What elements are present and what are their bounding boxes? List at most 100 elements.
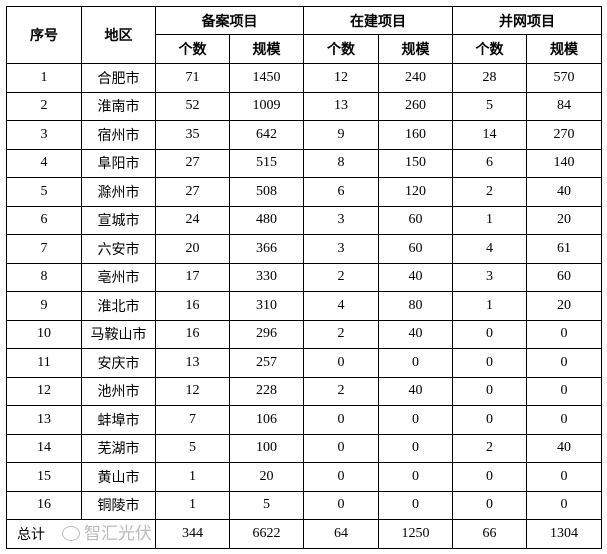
- index-cell: 5: [6, 177, 82, 207]
- index-cell: 11: [6, 348, 82, 378]
- value-cell: 5: [452, 91, 527, 121]
- value-cell: 35: [155, 120, 230, 150]
- value-cell: 480: [229, 205, 304, 235]
- index-cell: 13: [6, 405, 82, 435]
- table-row: 14 芜湖市 5 100 0 0 2 40: [6, 433, 602, 463]
- header-region: 地区: [81, 6, 156, 64]
- value-cell: 508: [229, 177, 304, 207]
- value-cell: 3: [303, 205, 379, 235]
- subheader-count: 个数: [303, 34, 379, 64]
- value-cell: 3: [452, 262, 527, 292]
- index-cell: 7: [6, 234, 82, 264]
- value-cell: 5: [229, 490, 304, 520]
- region-cell: 淮南市: [81, 91, 156, 121]
- value-cell: 5: [155, 433, 230, 463]
- value-cell: 0: [452, 319, 527, 349]
- watermark: 智汇光伏: [62, 524, 152, 544]
- table-row: 15 黄山市 1 20 0 0 0 0: [6, 462, 602, 492]
- value-cell: 13: [303, 91, 379, 121]
- value-cell: 12: [155, 376, 230, 406]
- value-cell: 0: [303, 462, 379, 492]
- value-cell: 24: [155, 205, 230, 235]
- value-cell: 106: [229, 405, 304, 435]
- value-cell: 260: [378, 91, 453, 121]
- index-cell: 10: [6, 319, 82, 349]
- value-cell: 52: [155, 91, 230, 121]
- index-cell: 12: [6, 376, 82, 406]
- value-cell: 4: [452, 234, 527, 264]
- value-cell: 20: [526, 205, 602, 235]
- value-cell: 160: [378, 120, 453, 150]
- value-cell: 60: [378, 234, 453, 264]
- table-row: 6 宣城市 24 480 3 60 1 20: [6, 205, 602, 235]
- table-row: 10 马鞍山市 16 296 2 40 0 0: [6, 319, 602, 349]
- value-cell: 6: [303, 177, 379, 207]
- value-cell: 330: [229, 262, 304, 292]
- table-row: 8 亳州市 17 330 2 40 3 60: [6, 262, 602, 292]
- value-cell: 40: [378, 262, 453, 292]
- value-cell: 0: [303, 405, 379, 435]
- value-cell: 27: [155, 148, 230, 178]
- value-cell: 84: [526, 91, 602, 121]
- subheader-scale: 规模: [378, 34, 453, 64]
- value-cell: 240: [378, 63, 453, 93]
- value-cell: 228: [229, 376, 304, 406]
- value-cell: 0: [526, 348, 602, 378]
- value-cell: 2: [303, 319, 379, 349]
- index-cell: 1: [6, 63, 82, 93]
- value-cell: 16: [155, 291, 230, 321]
- value-cell: 100: [229, 433, 304, 463]
- value-cell: 2: [452, 177, 527, 207]
- value-cell: 120: [378, 177, 453, 207]
- table-row: 12 池州市 12 228 2 40 0 0: [6, 376, 602, 406]
- value-cell: 0: [452, 490, 527, 520]
- value-cell: 20: [155, 234, 230, 264]
- value-cell: 0: [452, 376, 527, 406]
- value-cell: 13: [155, 348, 230, 378]
- value-cell: 80: [378, 291, 453, 321]
- header-under-construction: 在建项目: [303, 6, 453, 35]
- value-cell: 0: [303, 490, 379, 520]
- region-cell: 合肥市: [81, 63, 156, 93]
- table-row: 7 六安市 20 366 3 60 4 61: [6, 234, 602, 264]
- value-cell: 1009: [229, 91, 304, 121]
- value-cell: 270: [526, 120, 602, 150]
- value-cell: 0: [526, 462, 602, 492]
- watermark-text: 智汇光伏: [84, 523, 152, 544]
- header-grid-connected: 并网项目: [452, 6, 602, 35]
- region-cell: 安庆市: [81, 348, 156, 378]
- table-row: 11 安庆市 13 257 0 0 0 0: [6, 348, 602, 378]
- value-cell: 71: [155, 63, 230, 93]
- table-row: 3 宿州市 35 642 9 160 14 270: [6, 120, 602, 150]
- index-cell: 4: [6, 148, 82, 178]
- value-cell: 61: [526, 234, 602, 264]
- solar-projects-table: 序号 地区 备案项目 在建项目 并网项目 个数 规模 个数 规模 个数 规模 1 合肥市 71…: [6, 6, 602, 549]
- value-cell: 60: [526, 262, 602, 292]
- table-row: 5 滁州市 27 508 6 120 2 40: [6, 177, 602, 207]
- subheader-count: 个数: [155, 34, 230, 64]
- table-row: 16 铜陵市 1 5 0 0 0 0: [6, 490, 602, 520]
- value-cell: 16: [155, 319, 230, 349]
- value-cell: 20: [526, 291, 602, 321]
- region-cell: 滁州市: [81, 177, 156, 207]
- table-row: 1 合肥市 71 1450 12 240 28 570: [6, 63, 602, 93]
- value-cell: 140: [526, 148, 602, 178]
- region-cell: 黄山市: [81, 462, 156, 492]
- value-cell: 0: [378, 462, 453, 492]
- table-row: 2 淮南市 52 1009 13 260 5 84: [6, 91, 602, 121]
- total-label-cell: 总计 智汇光伏: [6, 519, 156, 549]
- value-cell: 515: [229, 148, 304, 178]
- header-filed-projects: 备案项目: [155, 6, 304, 35]
- index-cell: 2: [6, 91, 82, 121]
- value-cell: 0: [526, 376, 602, 406]
- table-row: 13 蚌埠市 7 106 0 0 0 0: [6, 405, 602, 435]
- value-cell: 0: [452, 348, 527, 378]
- region-cell: 蚌埠市: [81, 405, 156, 435]
- value-cell: 0: [378, 490, 453, 520]
- total-value-cell: 1304: [526, 519, 602, 549]
- total-value-cell: 6622: [229, 519, 304, 549]
- value-cell: 570: [526, 63, 602, 93]
- index-cell: 16: [6, 490, 82, 520]
- value-cell: 8: [303, 148, 379, 178]
- index-cell: 15: [6, 462, 82, 492]
